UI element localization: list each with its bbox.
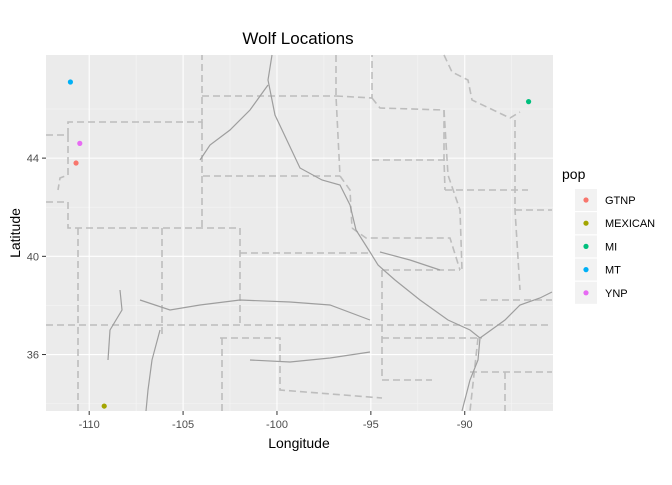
legend-marker-mi bbox=[583, 243, 589, 249]
y-tick-label: 36 bbox=[27, 350, 39, 362]
grid-major bbox=[46, 55, 553, 411]
data-point-mt bbox=[67, 79, 74, 85]
legend-label-mt: MT bbox=[605, 265, 621, 277]
legend-marker-gtnp bbox=[583, 197, 589, 203]
plot-panel bbox=[46, 55, 553, 411]
y-axis: 36 40 44 bbox=[27, 153, 46, 362]
x-axis-label: Longitude bbox=[268, 435, 330, 451]
grid-minor bbox=[46, 55, 553, 411]
data-point-ynp bbox=[77, 140, 83, 146]
chart-title: Wolf Locations bbox=[242, 29, 353, 48]
state-boundaries-basemap bbox=[46, 54, 552, 412]
legend: pop GTNP MEXICAN MI MT YNP bbox=[562, 166, 655, 304]
legend-label-mexican: MEXICAN bbox=[605, 218, 655, 230]
legend-entries: GTNP MEXICAN MI MT YNP bbox=[575, 189, 655, 304]
x-axis: -110 -105 -100 -95 -90 bbox=[79, 411, 473, 431]
y-axis-label: Latitude bbox=[7, 208, 23, 258]
data-point-mexican bbox=[101, 403, 107, 409]
x-tick-label: -90 bbox=[457, 419, 473, 431]
x-tick-label: -100 bbox=[266, 419, 288, 431]
y-tick-label: 44 bbox=[27, 153, 39, 165]
x-tick-label: -110 bbox=[79, 419, 100, 431]
data-points bbox=[67, 79, 532, 409]
legend-label-mi: MI bbox=[605, 241, 617, 253]
rivers-basemap bbox=[107, 54, 553, 412]
data-point-gtnp bbox=[73, 160, 79, 166]
legend-title: pop bbox=[562, 166, 586, 182]
legend-label-ynp: YNP bbox=[605, 288, 628, 300]
x-tick-label: -105 bbox=[172, 419, 194, 431]
y-tick-label: 40 bbox=[27, 251, 39, 263]
x-tick-label: -95 bbox=[363, 419, 379, 431]
legend-marker-ynp bbox=[583, 290, 589, 296]
legend-marker-mexican bbox=[583, 220, 589, 226]
data-point-mi bbox=[525, 99, 532, 105]
legend-label-gtnp: GTNP bbox=[605, 195, 636, 207]
legend-marker-mt bbox=[583, 267, 589, 273]
